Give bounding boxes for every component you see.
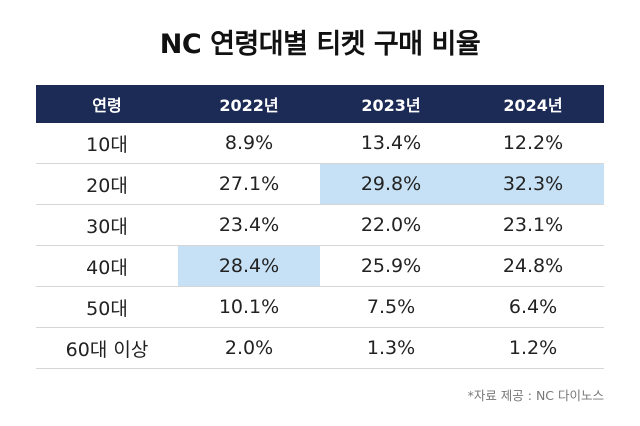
ratio-cell: 23.4%	[178, 204, 320, 246]
table-row: 50대 10.1% 7.5% 6.4%	[36, 286, 604, 328]
age-group-cell: 40대	[36, 245, 178, 287]
table-row: 20대 27.1% 29.8% 32.3%	[36, 163, 604, 205]
column-header-age: 연령	[92, 96, 122, 115]
table-row: 10대 8.9% 13.4% 12.2%	[36, 123, 604, 164]
ratio-cell: 8.9%	[178, 123, 320, 164]
ticket-ratio-table: 연령 2022년 2023년 2024년 10대 8.9% 13.4% 12.2% 20…	[36, 85, 604, 369]
ratio-cell: 1.3%	[320, 327, 462, 369]
column-header-2024: 2024년	[503, 96, 563, 115]
age-group-cell: 50대	[36, 286, 178, 328]
ratio-cell: 13.4%	[320, 123, 462, 164]
ratio-cell: 28.4%	[178, 245, 320, 287]
age-group-cell: 20대	[36, 163, 178, 205]
ratio-cell: 6.4%	[462, 286, 604, 328]
table-row: 60대 이상 2.0% 1.3% 1.2%	[36, 327, 604, 369]
ratio-cell: 2.0%	[178, 327, 320, 369]
chart-title: NC 연령대별 티켓 구매 비율	[159, 29, 481, 60]
ratio-cell: 27.1%	[178, 163, 320, 205]
column-header-2023: 2023년	[361, 96, 421, 115]
age-group-cell: 60대 이상	[36, 327, 178, 369]
ratio-cell: 1.2%	[462, 327, 604, 369]
table-row: 30대 23.4% 22.0% 23.1%	[36, 204, 604, 246]
age-group-cell: 30대	[36, 204, 178, 246]
column-header-2022: 2022년	[219, 96, 279, 115]
ratio-cell: 23.1%	[462, 204, 604, 246]
ratio-cell: 10.1%	[178, 286, 320, 328]
ratio-cell: 12.2%	[462, 123, 604, 164]
ratio-cell: 24.8%	[462, 245, 604, 287]
ratio-cell: 22.0%	[320, 204, 462, 246]
ratio-cell: 29.8%	[320, 163, 462, 205]
ratio-cell: 32.3%	[462, 163, 604, 205]
table-row: 40대 28.4% 25.9% 24.8%	[36, 245, 604, 287]
source-note: *자료 제공 : NC 다이노스	[467, 388, 604, 403]
ratio-cell: 25.9%	[320, 245, 462, 287]
age-group-cell: 10대	[36, 123, 178, 164]
ratio-cell: 7.5%	[320, 286, 462, 328]
table-header-row: 연령 2022년 2023년 2024년	[36, 85, 604, 123]
